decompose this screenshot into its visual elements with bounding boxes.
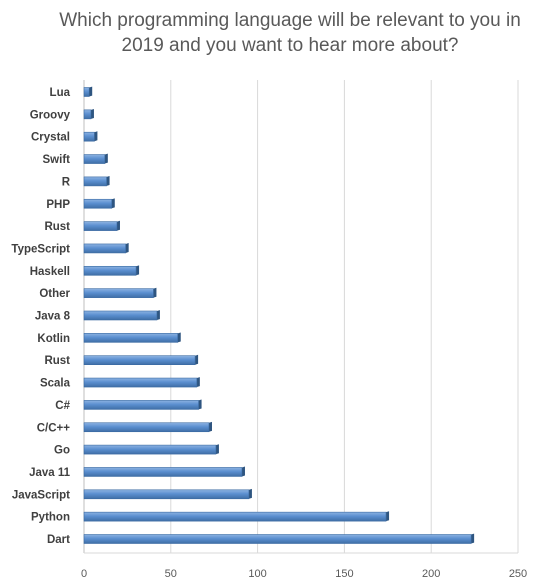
bar [83, 489, 250, 500]
category-label: Crystal [31, 132, 70, 144]
bar-side [208, 421, 212, 432]
bar-side [471, 533, 475, 544]
category-label: Scala [40, 378, 71, 390]
category-label: Java 8 [35, 311, 71, 323]
bar [83, 265, 137, 276]
bar [83, 131, 95, 142]
bar-side [386, 511, 390, 522]
bar-side [248, 488, 252, 499]
bar [83, 444, 217, 455]
x-tick-label: 0 [81, 568, 87, 580]
bar-side [215, 444, 219, 455]
bar [83, 176, 107, 187]
bar [83, 534, 472, 544]
bar [83, 198, 113, 209]
bar [83, 467, 243, 477]
bar-side [94, 131, 98, 142]
category-label: Other [39, 288, 70, 300]
category-label: TypeScript [11, 243, 70, 255]
bar-side [153, 287, 157, 298]
category-label: Go [54, 445, 70, 457]
bar-side [241, 466, 245, 477]
bar-side [125, 243, 129, 253]
bar-side [104, 153, 108, 164]
category-label: C# [55, 400, 70, 412]
bar-side [198, 399, 202, 410]
bar-side [196, 377, 200, 388]
category-label: Kotlin [37, 333, 70, 345]
category-label: Haskell [30, 266, 70, 278]
category-label: Python [31, 512, 70, 524]
category-label: Dart [47, 534, 70, 546]
x-tick-label: 150 [335, 568, 353, 580]
x-tick-label: 200 [422, 568, 440, 580]
category-label: C/C++ [37, 422, 71, 434]
x-tick-label: 100 [248, 568, 266, 580]
bar-side [111, 198, 115, 209]
bar [83, 422, 210, 433]
category-label: Java 11 [29, 467, 71, 479]
bar [83, 87, 90, 97]
bar [83, 221, 118, 231]
bar-side [116, 220, 120, 231]
category-label: Swift [43, 154, 71, 166]
bar [83, 154, 106, 164]
bar-side [89, 86, 93, 97]
bar-side [195, 354, 199, 365]
chart-title: Which programming language will be relev… [59, 10, 521, 56]
bar-side [90, 108, 94, 119]
category-label: Lua [50, 87, 71, 99]
bar [83, 511, 387, 522]
bar [83, 243, 126, 254]
bar [83, 377, 198, 388]
x-tick-label: 250 [509, 568, 527, 580]
category-label: PHP [46, 199, 70, 211]
category-label: R [62, 176, 71, 188]
bar [83, 355, 196, 366]
category-label: JavaScript [12, 489, 70, 501]
bar [83, 310, 158, 321]
bar-side [156, 310, 160, 320]
category-label: Groovy [30, 109, 71, 121]
bar-side [177, 332, 181, 343]
category-label: Rust [44, 355, 70, 367]
bar-side [106, 176, 110, 186]
bar [83, 109, 92, 120]
x-tick-label: 50 [165, 568, 177, 580]
bar-side [136, 265, 140, 276]
category-label: Rust [44, 221, 70, 233]
bar [83, 400, 199, 410]
bar [83, 333, 179, 343]
bar [83, 288, 154, 298]
